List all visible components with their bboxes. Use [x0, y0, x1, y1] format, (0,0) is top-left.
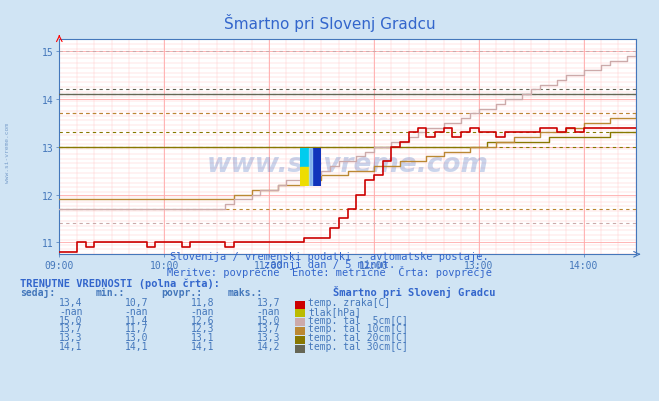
Text: 14,1: 14,1 — [190, 341, 214, 351]
Text: 15,0: 15,0 — [256, 315, 280, 325]
Text: 15,0: 15,0 — [59, 315, 82, 325]
Polygon shape — [309, 148, 312, 186]
Text: 11,8: 11,8 — [190, 297, 214, 307]
Text: 14,2: 14,2 — [256, 341, 280, 351]
Text: 11,4: 11,4 — [125, 315, 148, 325]
Text: 11,7: 11,7 — [125, 324, 148, 334]
Bar — [300, 168, 310, 186]
Text: Šmartno pri Slovenj Gradcu: Šmartno pri Slovenj Gradcu — [333, 286, 496, 298]
Text: min.:: min.: — [96, 288, 125, 298]
Text: 12,3: 12,3 — [190, 324, 214, 334]
Text: 13,1: 13,1 — [190, 332, 214, 342]
Text: 13,7: 13,7 — [59, 324, 82, 334]
Text: www.si-vreme.com: www.si-vreme.com — [207, 152, 488, 178]
Text: temp. tal 20cm[C]: temp. tal 20cm[C] — [308, 332, 409, 342]
Text: temp. tal  5cm[C]: temp. tal 5cm[C] — [308, 315, 409, 325]
Text: -nan: -nan — [256, 306, 280, 316]
Text: 13,3: 13,3 — [256, 332, 280, 342]
Text: temp. zraka[C]: temp. zraka[C] — [308, 297, 391, 307]
Text: temp. tal 10cm[C]: temp. tal 10cm[C] — [308, 324, 409, 334]
Text: 12,6: 12,6 — [190, 315, 214, 325]
Text: tlak[hPa]: tlak[hPa] — [308, 306, 361, 316]
Text: Šmartno pri Slovenj Gradcu: Šmartno pri Slovenj Gradcu — [223, 14, 436, 32]
Text: 14,1: 14,1 — [125, 341, 148, 351]
Text: 14,1: 14,1 — [59, 341, 82, 351]
Text: 13,4: 13,4 — [59, 297, 82, 307]
Text: Meritve: povprečne  Enote: metrične  Črta: povprečje: Meritve: povprečne Enote: metrične Črta:… — [167, 265, 492, 277]
Text: 13,7: 13,7 — [256, 324, 280, 334]
Text: maks.:: maks.: — [227, 288, 262, 298]
Text: -nan: -nan — [125, 306, 148, 316]
Text: Slovenija / vremenski podatki - avtomatske postaje.: Slovenija / vremenski podatki - avtomats… — [170, 251, 489, 261]
Text: 13,3: 13,3 — [59, 332, 82, 342]
Text: 13,0: 13,0 — [125, 332, 148, 342]
Text: zadnji dan / 5 minut.: zadnji dan / 5 minut. — [264, 259, 395, 269]
Polygon shape — [310, 148, 321, 186]
Text: -nan: -nan — [59, 306, 82, 316]
Text: sedaj:: sedaj: — [20, 287, 55, 298]
Text: temp. tal 30cm[C]: temp. tal 30cm[C] — [308, 341, 409, 351]
Text: 10,7: 10,7 — [125, 297, 148, 307]
Text: TRENUTNE VREDNOSTI (polna črta):: TRENUTNE VREDNOSTI (polna črta): — [20, 278, 219, 289]
Text: -nan: -nan — [190, 306, 214, 316]
Text: www.si-vreme.com: www.si-vreme.com — [5, 122, 11, 182]
Text: 13,7: 13,7 — [256, 297, 280, 307]
Text: povpr.:: povpr.: — [161, 288, 202, 298]
